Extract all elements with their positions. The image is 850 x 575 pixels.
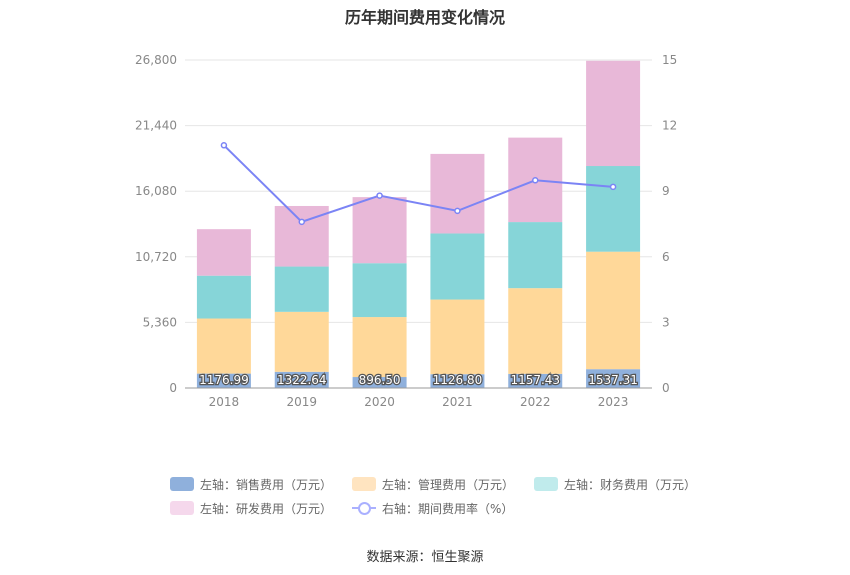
legend-swatch-rnd [170, 501, 194, 515]
expense-ratio-point [532, 177, 539, 184]
data-label: 1537.31 [588, 373, 638, 387]
bar-segment-0 [196, 373, 251, 388]
y-left-tick-label: 10,720 [135, 250, 177, 264]
legend-label: 左轴：研发费用（万元） [200, 501, 333, 516]
bar-segment-3 [352, 197, 407, 264]
chart-legend: 左轴：销售费用（万元） 左轴：管理费用（万元） 左轴：财务费用（万元） 左轴：研… [170, 472, 730, 520]
legend-swatch-sales [170, 477, 194, 491]
bar-segment-2 [196, 275, 251, 319]
bar-segment-0 [274, 371, 329, 388]
y-left-tick-label: 21,440 [135, 119, 177, 133]
bar-segment-1 [586, 251, 641, 370]
bar-segment-0 [352, 377, 407, 388]
expense-ratio-point [220, 142, 228, 149]
bar-segment-2 [274, 266, 329, 312]
data-label: 1157.43 [510, 373, 560, 387]
x-tick-label: 2018 [209, 395, 240, 409]
bar-segment-1 [196, 318, 251, 374]
y-left-tick-label: 5,360 [143, 315, 177, 329]
bar-segment-3 [430, 153, 485, 234]
y-left-tick-label: 16,080 [135, 184, 177, 198]
bar-segment-2 [508, 222, 563, 289]
bar-segment-3 [196, 229, 251, 276]
x-tick-label: 2023 [598, 395, 629, 409]
bar-segment-2 [430, 233, 485, 300]
legend-line-marker-icon [352, 501, 377, 515]
legend-item-rnd[interactable]: 左轴：研发费用（万元） [170, 500, 332, 517]
x-tick-label: 2020 [364, 395, 395, 409]
y-right-tick-label: 9 [662, 184, 670, 198]
y-right-tick-label: 0 [662, 381, 670, 395]
bar-segment-1 [274, 311, 329, 372]
legend-label: 右轴：期间费用率（%） [382, 501, 514, 516]
chart-title: 历年期间费用变化情况 [344, 8, 505, 27]
y-right-tick-label: 6 [662, 250, 670, 264]
y-right-tick-label: 12 [662, 119, 677, 133]
bar-segment-0 [586, 369, 641, 388]
bar-segment-2 [586, 166, 641, 252]
legend-swatch-finance [534, 477, 559, 491]
legend-item-expense-ratio[interactable]: 右轴：期间费用率（%） [352, 500, 513, 517]
y-right-tick-label: 3 [662, 315, 670, 329]
expense-ratio-point [609, 183, 617, 191]
x-tick-label: 2019 [286, 395, 317, 409]
legend-label: 左轴：销售费用（万元） [200, 477, 333, 492]
data-label: 896.50 [359, 373, 401, 387]
expense-ratio-point [298, 218, 305, 226]
legend-item-finance[interactable]: 左轴：财务费用（万元） [534, 476, 696, 493]
y-left-tick-label: 0 [169, 381, 177, 395]
legend-label: 左轴：财务费用（万元） [564, 477, 697, 492]
legend-item-admin[interactable]: 左轴：管理费用（万元） [352, 476, 514, 493]
data-label: 1322.64 [277, 373, 327, 387]
legend-item-sales[interactable]: 左轴：销售费用（万元） [170, 476, 332, 493]
expense-ratio-point [454, 207, 461, 215]
bar-segment-2 [352, 263, 407, 318]
legend-swatch-admin [352, 477, 377, 491]
bar-segment-3 [586, 60, 641, 167]
data-label: 1176.99 [199, 373, 249, 387]
x-tick-label: 2022 [520, 395, 551, 409]
bar-segment-0 [508, 373, 563, 388]
bar-segment-1 [352, 317, 407, 378]
bar-segment-1 [508, 288, 563, 374]
y-right-tick-label: 15 [662, 53, 677, 67]
x-tick-label: 2021 [442, 395, 473, 409]
stacked-bar-line-chart: 0 5,360 10,720 16,080 21,440 26,800 0 3 6 9 12 15 20… [135, 53, 677, 409]
expense-ratio-line [223, 144, 614, 223]
y-left-tick-label: 26,800 [135, 53, 177, 67]
expense-ratio-point [376, 192, 383, 199]
data-label: 1126.80 [433, 373, 483, 387]
data-source: 数据来源：恒生聚源 [366, 550, 484, 565]
bar-segment-1 [430, 299, 485, 375]
bar-segment-0 [430, 374, 485, 388]
legend-label: 左轴：管理费用（万元） [382, 477, 515, 492]
